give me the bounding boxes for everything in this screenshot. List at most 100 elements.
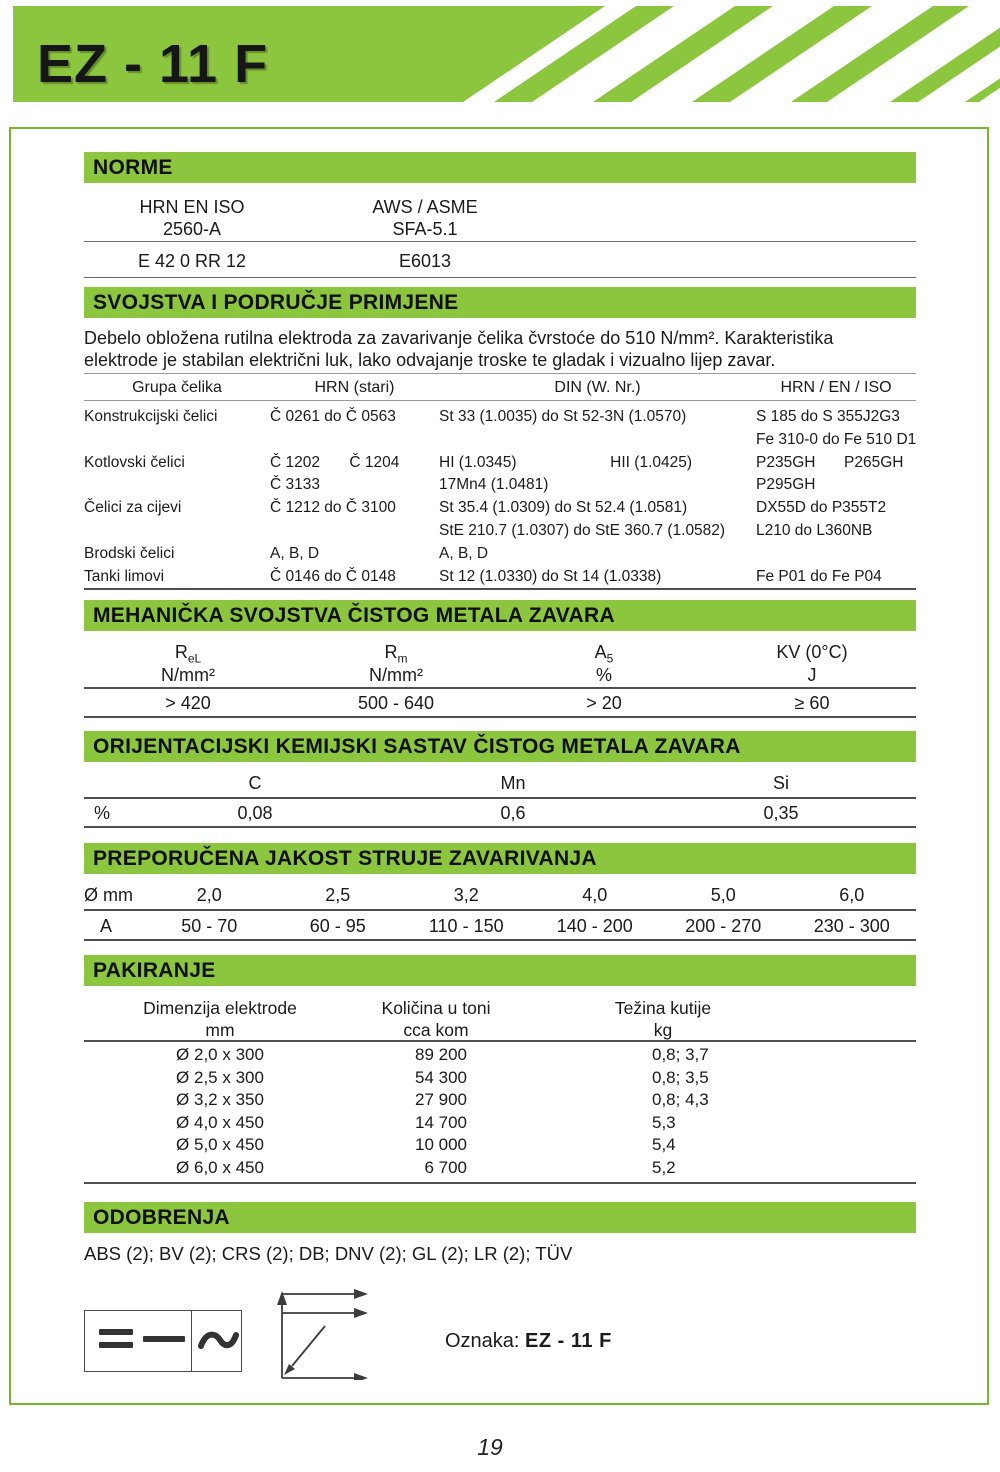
unit-label: % [595, 665, 612, 685]
classification-value: E 42 0 RR 12 [137, 251, 247, 271]
column-header: Mn [500, 773, 526, 793]
symbol-divider [191, 1311, 192, 1371]
unit-label: N/mm² [161, 665, 215, 685]
section-header-struja: PREPORUČENA JAKOST STRUJE ZAVARIVANJA [84, 843, 916, 874]
divider [84, 716, 916, 718]
dc-equals-icon [99, 1329, 133, 1335]
divider [84, 939, 916, 941]
designation-value: EZ - 11 F [525, 1330, 612, 1352]
column-header: Rm [384, 642, 408, 666]
section-header-mehanicka: MEHANIČKA SVOJSTVA ČISTOG METALA ZAVARA [84, 600, 916, 631]
unit-label: J [807, 665, 817, 685]
dc-dash-icon [143, 1336, 185, 1342]
current-table-amps: A 50 - 70 60 - 95 110 - 150 140 - 200 20… [84, 915, 916, 937]
column-header: A5 [594, 642, 614, 666]
column-header: 2,5 [325, 885, 351, 905]
row-label: A [100, 916, 113, 936]
value-cell: ≥ 60 [794, 693, 830, 713]
column-header: Težina kutije kg [614, 998, 712, 1040]
table-row: Ø 6,0 x 450 6 700 5,2 [176, 1157, 676, 1177]
value-cell: 500 - 640 [357, 693, 435, 713]
table-row: Konstrukcijski čelici Č 0261 do Č 0563 S… [84, 408, 917, 448]
column-header: 5,0 [710, 885, 736, 905]
row-label: Ø mm [84, 885, 133, 905]
column-header: KV (0°C) [776, 642, 848, 662]
column-header: ReL [174, 642, 202, 666]
divider [84, 588, 916, 590]
classification-value: E6013 [398, 251, 452, 271]
standard-name: HRN EN ISO [139, 197, 245, 217]
standard-name: AWS / ASME [372, 197, 478, 217]
column-header: DIN (W. Nr.) [554, 379, 641, 396]
section-header-kemijski: ORIJENTACIJSKI KEMIJSKI SASTAV ČISTOG ME… [84, 731, 916, 762]
mech-table-units: N/mm² N/mm² % J [84, 664, 916, 686]
section-header-odobrenja: ODOBRENJA [84, 1202, 916, 1233]
value-cell: 140 - 200 [556, 916, 633, 936]
divider [84, 277, 916, 278]
section-header-norme: NORME [84, 152, 916, 183]
unit-label: N/mm² [369, 665, 423, 685]
steel-table-header: Grupa čelika HRN (stari) DIN (W. Nr.) HR… [84, 379, 916, 397]
section-header-svojstva: SVOJSTVA I PODRUČJE PRIMJENE [84, 287, 916, 318]
standard-name: SFA-5.1 [392, 219, 458, 239]
steel-table-body: Konstrukcijski čelici Č 0261 do Č 0563 S… [84, 406, 916, 588]
value-cell: 0,08 [237, 803, 273, 823]
divider [84, 1182, 916, 1184]
description-line: elektrode je stabilan električni luk, la… [84, 350, 776, 370]
column-header: HRN / EN / ISO [780, 379, 892, 396]
divider [84, 797, 916, 799]
column-header: Si [772, 773, 789, 793]
value-cell: 0,6 [500, 803, 526, 823]
column-header: 2,0 [196, 885, 222, 905]
norme-table-head: HRN EN ISO 2560-A AWS / ASME SFA-5.1 [84, 196, 916, 242]
column-header: Količina u toni cca kom [381, 998, 491, 1040]
content-frame [9, 127, 989, 1405]
divider [84, 373, 916, 374]
welding-positions-diagram [277, 1289, 368, 1380]
mech-table-values: > 420 500 - 640 > 20 ≥ 60 [84, 692, 916, 714]
divider [84, 241, 916, 242]
table-row: Ø 5,0 x 450 10 000 5,4 [176, 1135, 676, 1154]
section-header-pakiranje: PAKIRANJE [84, 955, 916, 986]
value-cell: 0,35 [763, 803, 799, 823]
column-header: HRN (stari) [314, 379, 395, 396]
table-row: Ø 2,0 x 300 89 200 0,8; 3,7 [176, 1045, 709, 1064]
mech-table-symbols: ReL Rm A5 KV (0°C) [84, 641, 916, 670]
value-cell: 60 - 95 [309, 916, 366, 936]
page-title: EZ - 11 F [37, 34, 269, 94]
value-cell: 200 - 270 [685, 916, 762, 936]
divider [84, 909, 916, 911]
designation-label: Oznaka: EZ - 11 F [445, 1330, 612, 1352]
value-cell: 110 - 150 [428, 916, 504, 936]
table-row: Kotlovski čelici Č 1202 Č 1204 Č 3133 HI … [84, 453, 904, 494]
column-header: 3,2 [453, 885, 479, 905]
approvals-text: ABS (2); BV (2); CRS (2); DB; DNV (2); G… [84, 1243, 573, 1264]
table-row: Čelici za cijevi Č 1212 do Č 3100 St 35.… [84, 499, 887, 539]
table-row: Ø 2,5 x 300 54 300 0,8; 3,5 [176, 1067, 709, 1087]
table-row: Tanki limovi Č 0146 do Č 0148 St 12 (1.0… [84, 567, 882, 585]
current-table-diameters: Ø mm 2,0 2,5 3,2 4,0 5,0 6,0 [84, 884, 916, 906]
column-header: Grupa čelika [132, 379, 222, 396]
value-cell: > 420 [165, 693, 211, 713]
column-header: 4,0 [582, 885, 608, 905]
divider [84, 826, 916, 828]
value-cell: 230 - 300 [813, 916, 890, 936]
column-header: 6,0 [839, 885, 865, 905]
table-row: Brodski čelici A, B, D A, B, D [84, 544, 489, 562]
divider [84, 687, 916, 689]
ac-tilde-icon [198, 1331, 239, 1349]
current-type-symbol [84, 1310, 242, 1372]
page-number: 19 [477, 1434, 503, 1460]
description-line: Debelo obložena rutilna elektroda za zav… [84, 328, 834, 348]
value-cell: 50 - 70 [181, 916, 238, 936]
column-header: Dimenzija elektrode mm [143, 998, 297, 1040]
divider [84, 1040, 916, 1042]
top-banner: EZ - 11 F [13, 6, 1000, 102]
value-cell: > 20 [586, 693, 622, 713]
packaging-table-body: Ø 2,0 x 300 89 200 0,8; 3,7 Ø 2,5 x 300 54 … [84, 1044, 916, 1179]
divider [84, 400, 916, 401]
diagonal-stripes-graphic [463, 6, 1000, 102]
table-row: Ø 4,0 x 450 14 700 5,3 [176, 1112, 676, 1132]
standard-name: 2560-A [162, 219, 222, 239]
